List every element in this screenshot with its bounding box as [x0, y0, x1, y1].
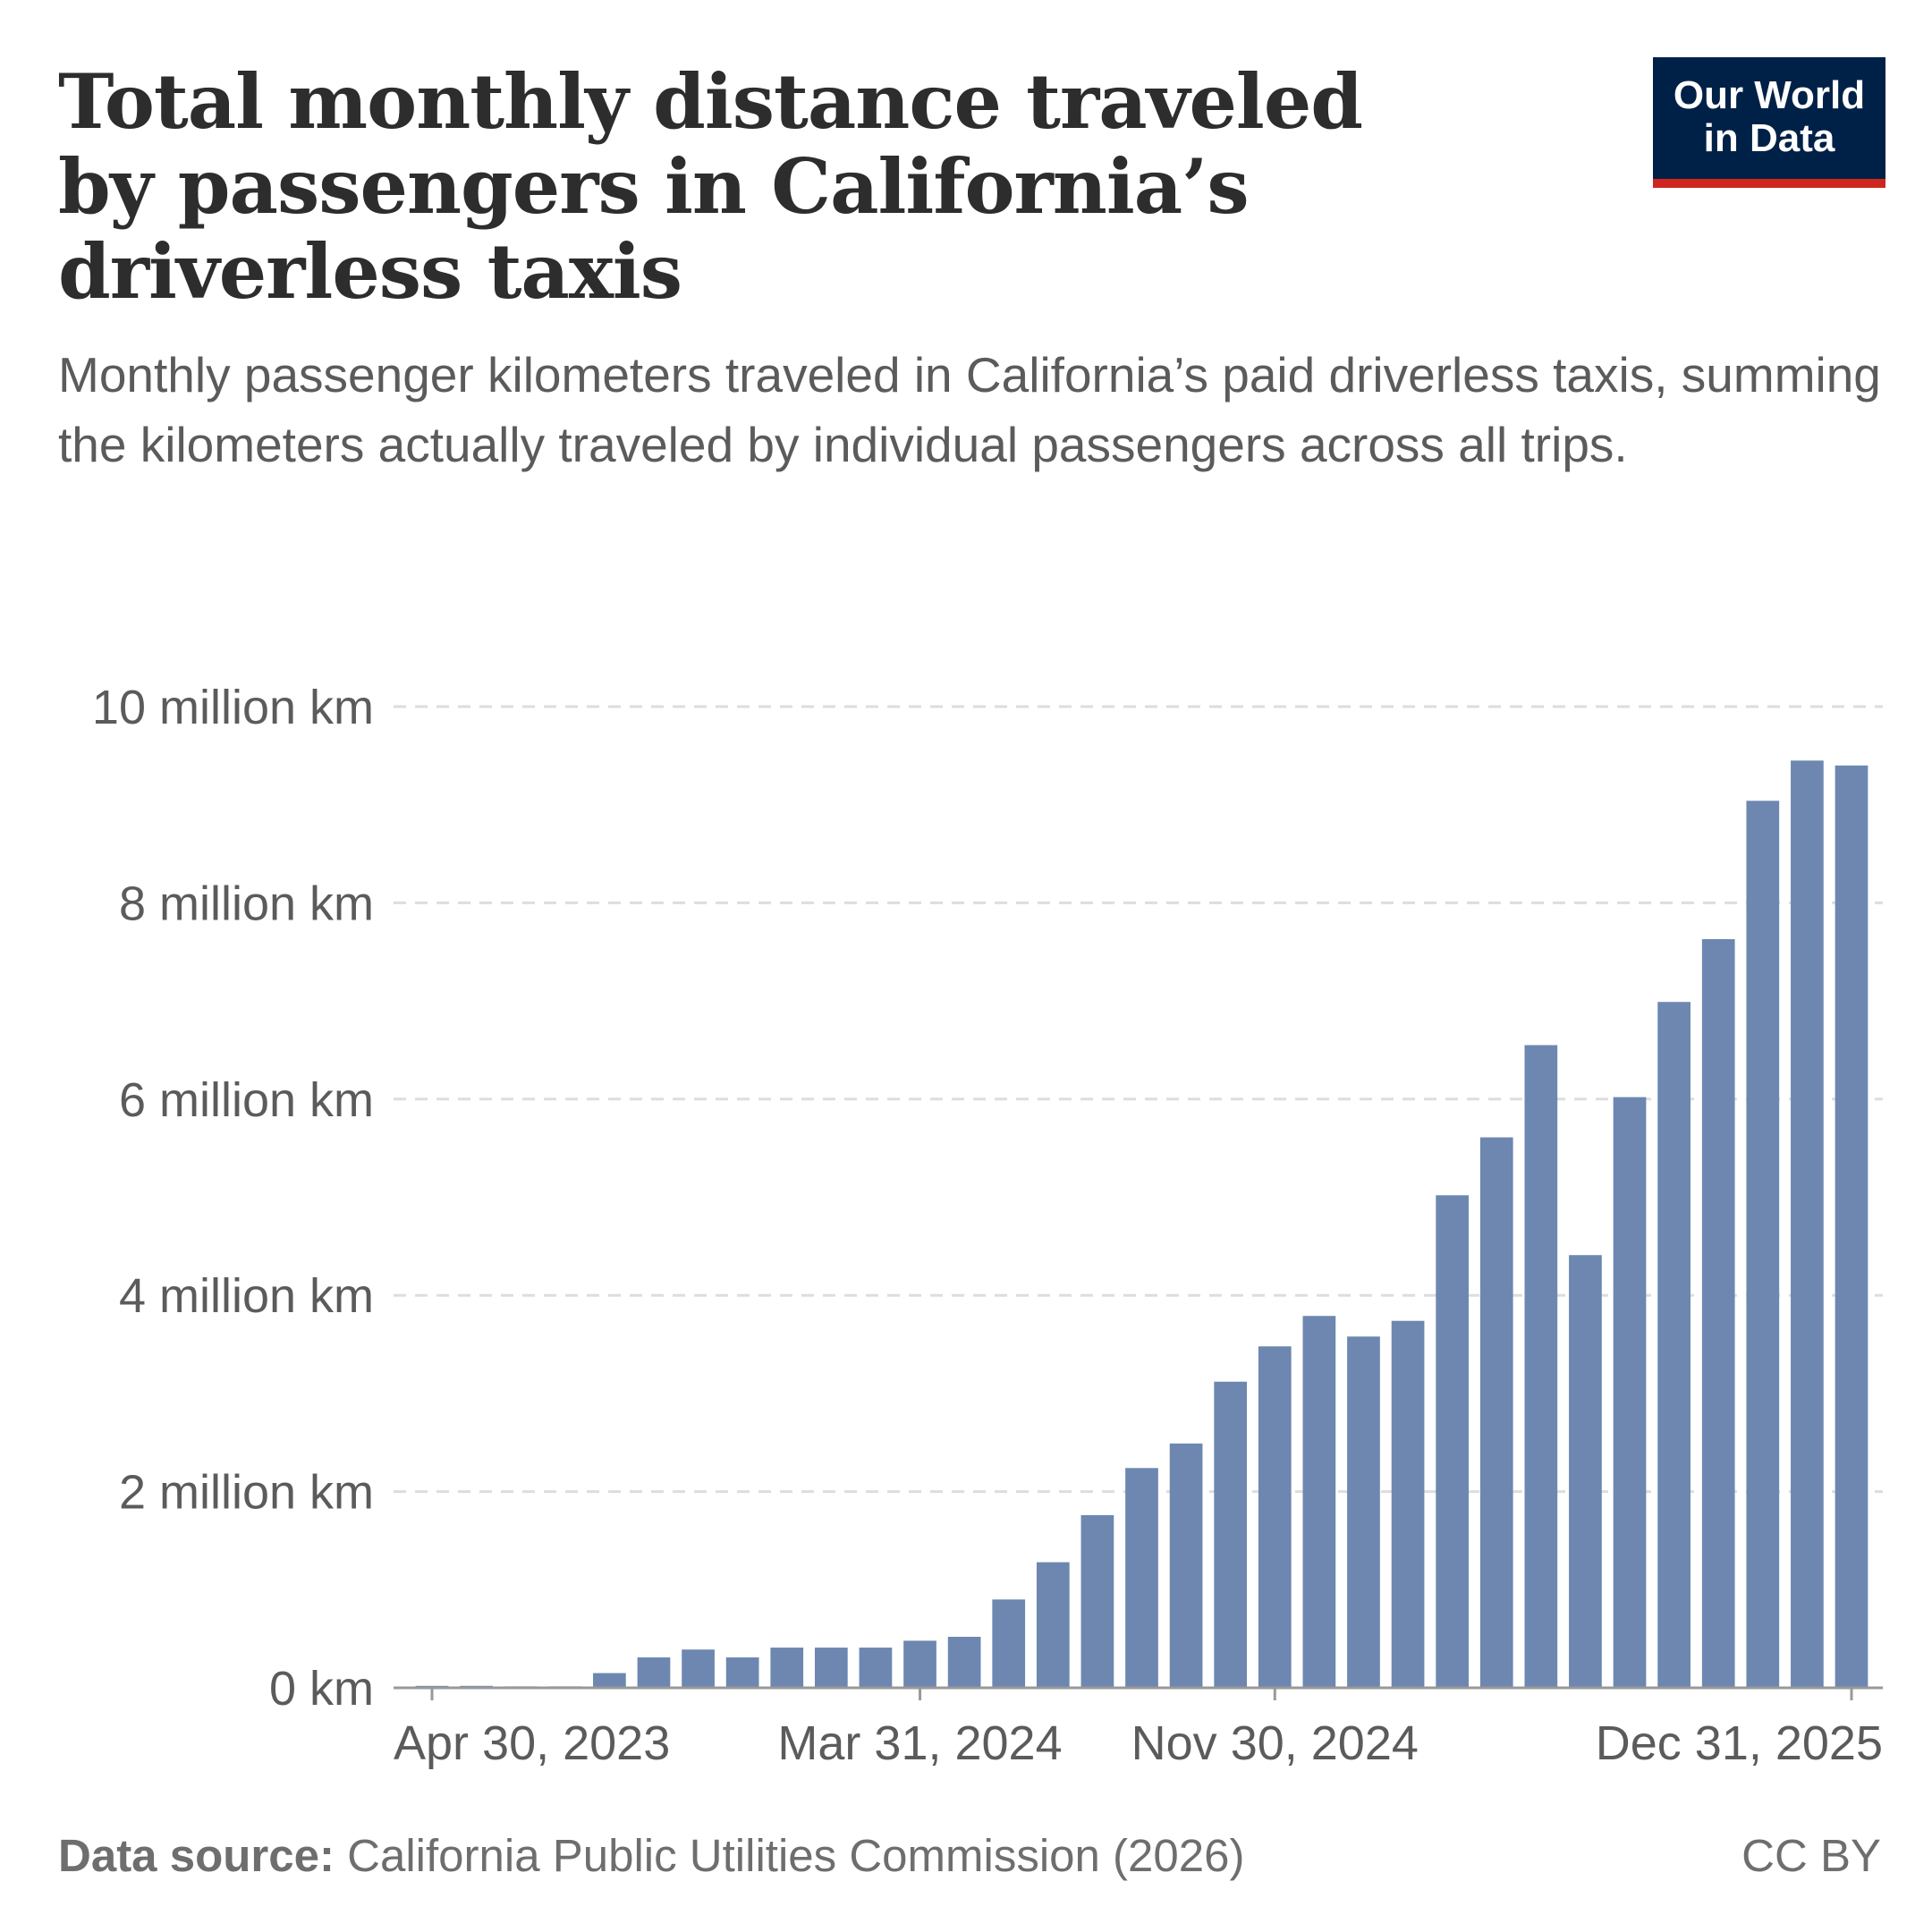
owid-logo[interactable]: Our World in Data	[1653, 57, 1885, 188]
bar[interactable]	[814, 1648, 848, 1688]
bar[interactable]	[725, 1657, 759, 1688]
gridlines	[394, 705, 1883, 1494]
x-axis	[394, 1686, 1883, 1700]
y-tick-label: 4 million km	[119, 1269, 374, 1323]
bar[interactable]	[1036, 1562, 1070, 1688]
bar[interactable]	[770, 1648, 804, 1688]
x-axis-labels: Apr 30, 2023 Mar 31, 2024 Nov 30, 2024 Dec …	[394, 1716, 1883, 1770]
bar[interactable]	[1080, 1514, 1114, 1688]
bar[interactable]	[1436, 1195, 1470, 1688]
x-tick-label: Nov 30, 2024	[1131, 1716, 1419, 1770]
logo-line-1: Our World	[1673, 73, 1866, 117]
x-tick-label: Apr 30, 2023	[394, 1716, 670, 1770]
bar[interactable]	[1169, 1443, 1203, 1688]
y-axis-labels: 0 km 2 million km 4 million km 6 million km…	[92, 681, 374, 1716]
bar[interactable]	[1613, 1097, 1647, 1688]
bars	[415, 760, 1868, 1689]
bar[interactable]	[637, 1657, 671, 1688]
bar[interactable]	[859, 1648, 893, 1688]
bar[interactable]	[1391, 1320, 1425, 1688]
y-tick-label: 2 million km	[119, 1466, 374, 1520]
bar[interactable]	[1214, 1381, 1248, 1688]
bar[interactable]	[1791, 760, 1824, 1689]
bar[interactable]	[1746, 801, 1780, 1688]
y-tick-label: 0 km	[269, 1662, 374, 1716]
logo-line-2: in Data	[1703, 116, 1835, 160]
bar[interactable]	[1479, 1137, 1513, 1688]
bar[interactable]	[903, 1640, 936, 1688]
chart-title: Total monthly distance traveled by passe…	[58, 57, 1363, 316]
license-link[interactable]: CC BY	[1741, 1830, 1881, 1881]
data-source-label: Data source:	[58, 1830, 335, 1881]
bar[interactable]	[992, 1599, 1026, 1688]
bar[interactable]	[1347, 1336, 1380, 1688]
x-tick-label: Mar 31, 2024	[777, 1716, 1062, 1770]
y-tick-label: 6 million km	[119, 1073, 374, 1127]
bar[interactable]	[1125, 1468, 1158, 1688]
bar[interactable]	[947, 1636, 981, 1688]
bar[interactable]	[1258, 1346, 1292, 1688]
y-tick-label: 10 million km	[92, 681, 374, 734]
data-source: Data source: California Public Utilities…	[58, 1829, 1244, 1882]
bar[interactable]	[1524, 1045, 1558, 1688]
bar[interactable]	[1302, 1316, 1336, 1688]
x-tick-label: Dec 31, 2025	[1596, 1716, 1883, 1770]
bar[interactable]	[1657, 1002, 1690, 1688]
data-source-text[interactable]: California Public Utilities Commission (…	[347, 1830, 1245, 1881]
bar[interactable]	[1569, 1255, 1602, 1688]
bar[interactable]	[1835, 765, 1868, 1688]
y-tick-label: 8 million km	[119, 877, 374, 930]
chart-subtitle: Monthly passenger kilometers traveled in…	[58, 347, 1881, 472]
bar[interactable]	[682, 1649, 715, 1688]
bar[interactable]	[593, 1673, 626, 1688]
bar[interactable]	[1701, 938, 1735, 1688]
